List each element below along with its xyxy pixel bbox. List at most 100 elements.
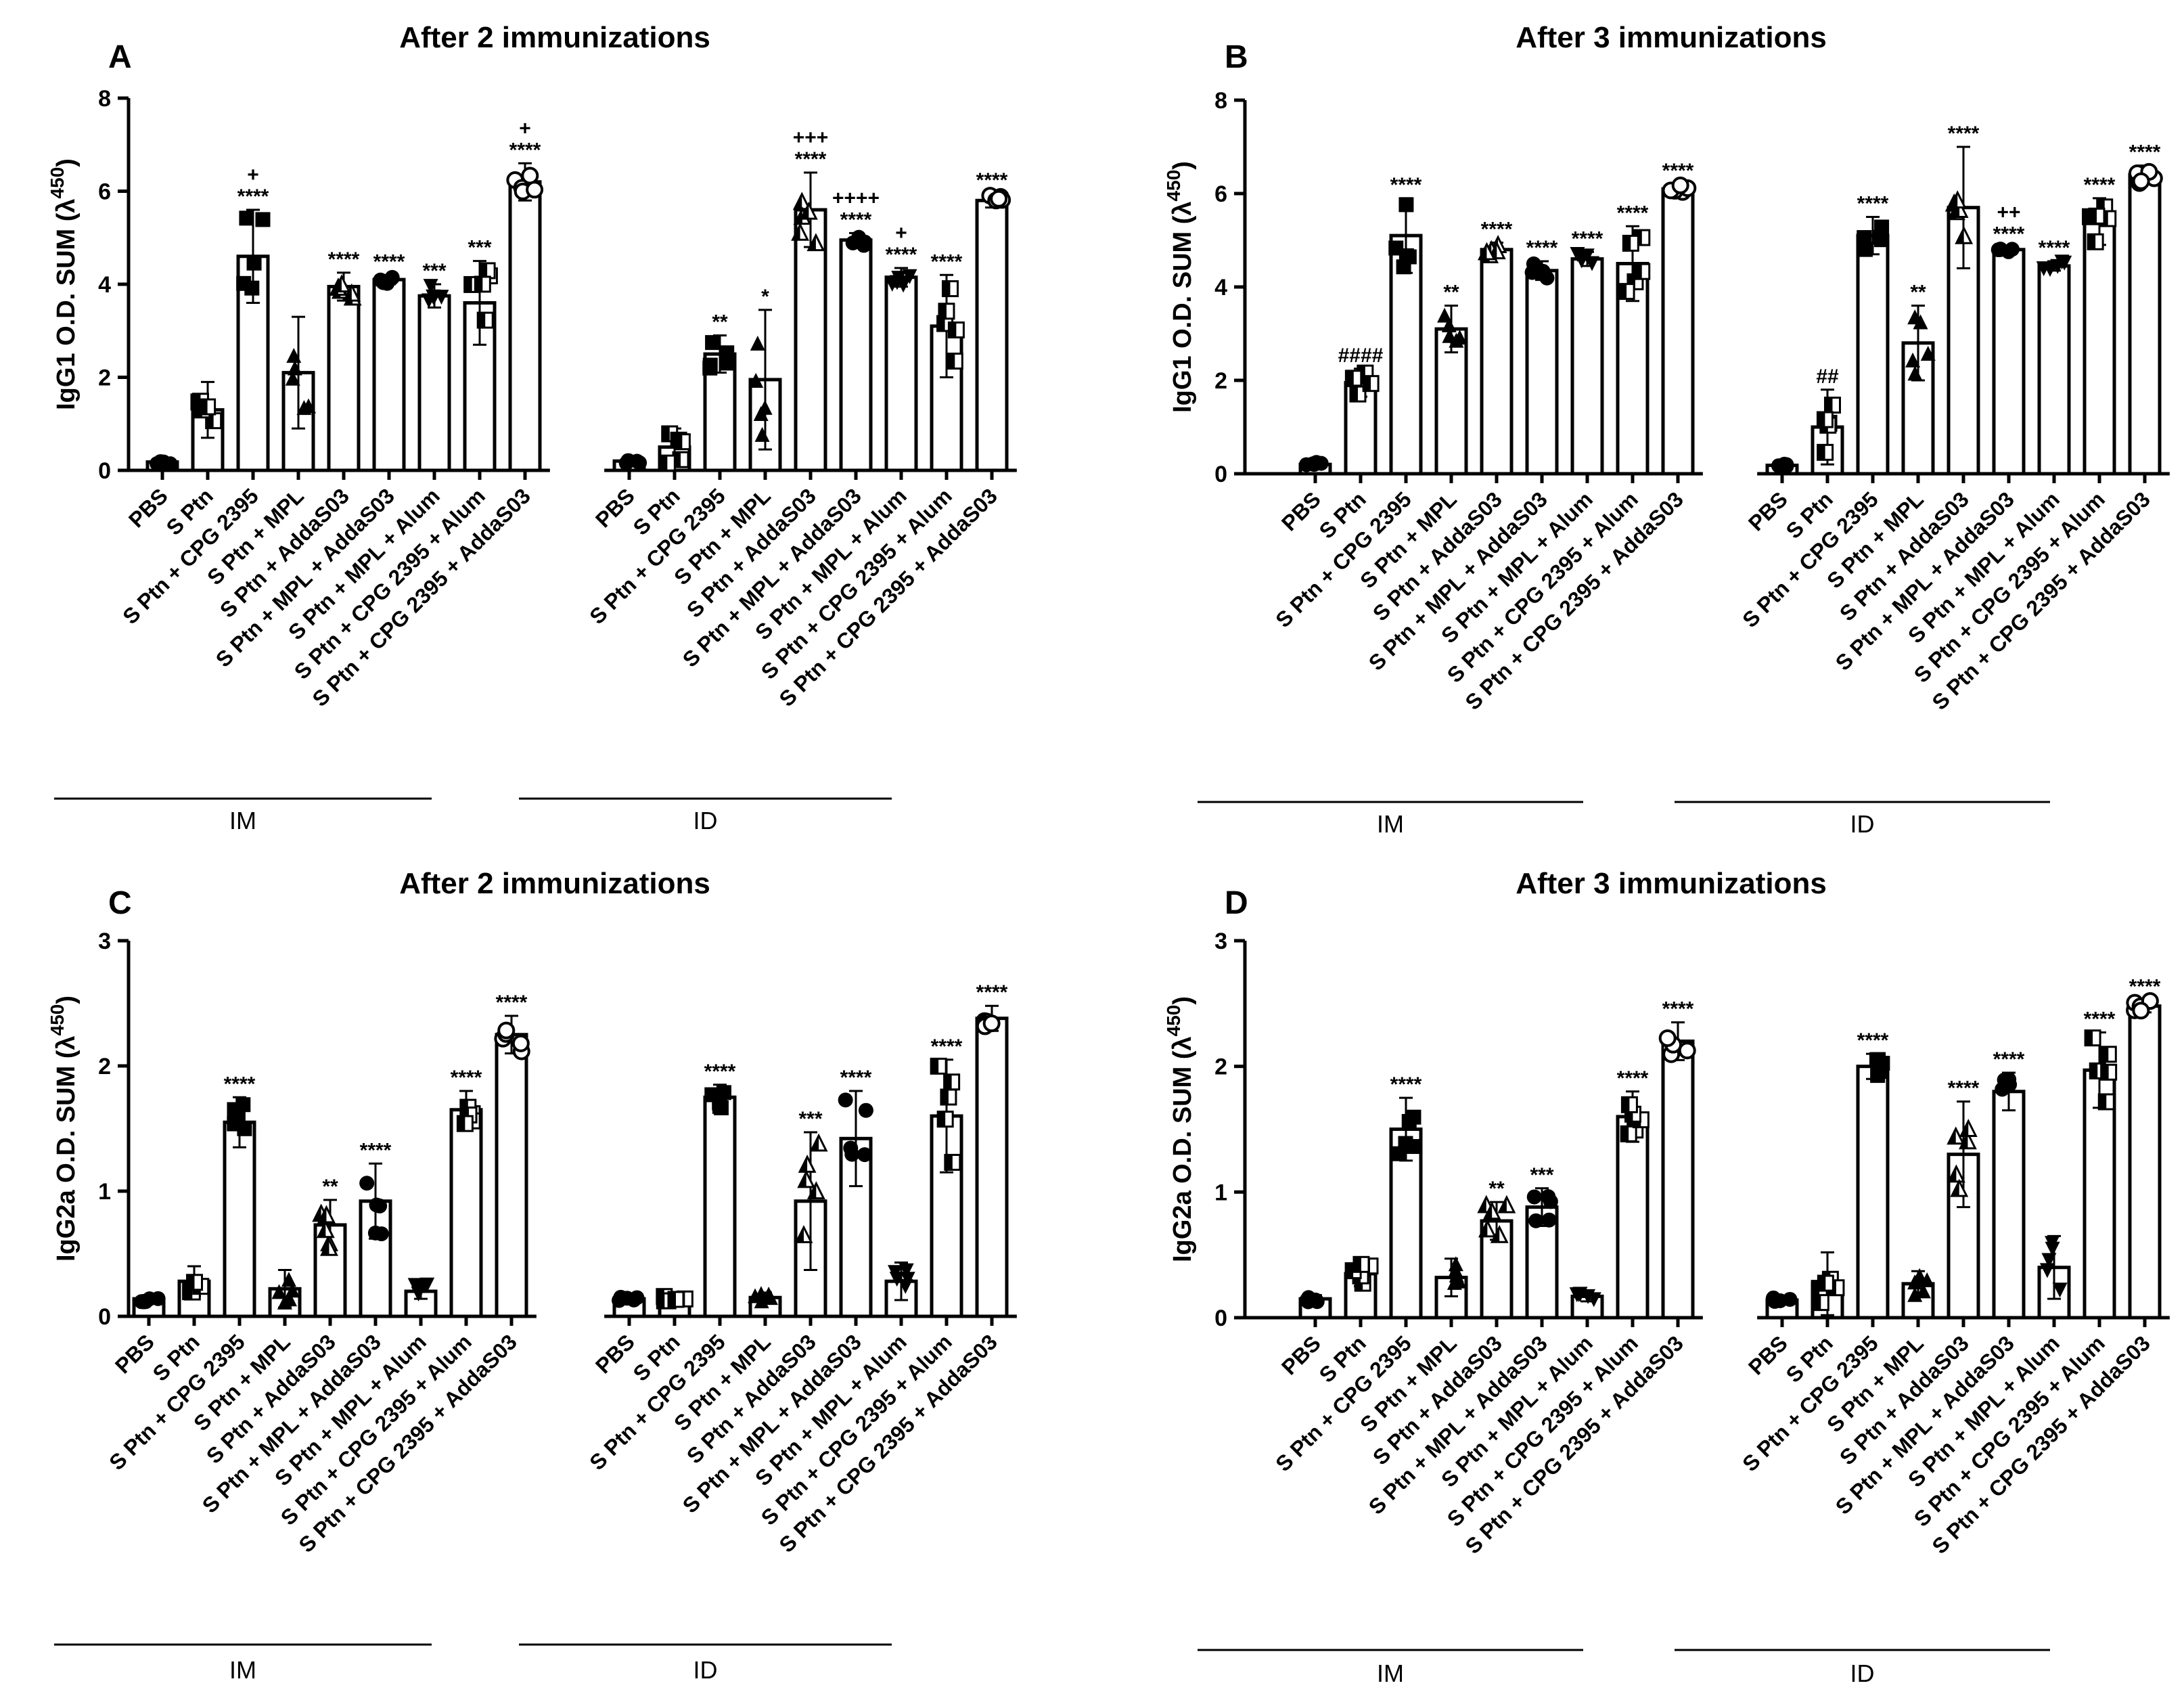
y-tick-label: 2 <box>98 365 111 391</box>
y-tick-label: 4 <box>98 272 111 298</box>
data-point <box>891 271 907 286</box>
y-axis-label: IgG1 O.D. SUM (λ450) <box>1163 161 1197 413</box>
significance-label: **** <box>1857 1029 1889 1052</box>
significance-label: ## <box>1816 365 1839 388</box>
data-point <box>1442 328 1457 343</box>
data-point <box>511 1034 530 1052</box>
y-axis-label: IgG1 O.D. SUM (λ450) <box>47 158 81 410</box>
data-point <box>1306 457 1322 472</box>
data-point <box>943 1073 961 1091</box>
significance-label: **** <box>886 244 917 266</box>
significance-label: ** <box>1443 282 1459 304</box>
significance-label: **** <box>1993 1048 2025 1071</box>
data-point <box>1620 1125 1637 1142</box>
data-point <box>1362 375 1380 393</box>
data-point <box>838 1092 853 1108</box>
data-point <box>1618 283 1635 300</box>
significance-label: *** <box>798 1108 822 1130</box>
data-point <box>1352 1255 1370 1273</box>
data-point <box>946 353 963 370</box>
y-tick-label: 0 <box>98 1304 111 1330</box>
data-point <box>1671 176 1689 194</box>
bar <box>2083 1068 2116 1320</box>
bar <box>1389 233 1423 476</box>
bar <box>449 1108 483 1318</box>
data-point <box>1913 314 1928 330</box>
chart-title: After 2 immunizations <box>399 21 710 54</box>
data-point <box>1915 1283 1931 1299</box>
data-point <box>1857 230 1872 246</box>
data-point <box>947 321 965 339</box>
significance-label: **** <box>840 1067 872 1089</box>
data-point <box>629 1290 645 1306</box>
y-axis-label: IgG2a O.D. SUM (λ450) <box>1163 996 1197 1262</box>
significance-label: **** <box>1390 174 1422 196</box>
bar <box>1525 269 1559 476</box>
data-point <box>1388 240 1404 256</box>
data-point <box>748 373 764 388</box>
data-point <box>1875 1056 1890 1071</box>
significance-label: **** <box>496 991 528 1014</box>
y-tick-label: 3 <box>98 929 111 954</box>
y-tick-label: 2 <box>1214 1054 1227 1080</box>
y-tick-label: 0 <box>1214 1306 1227 1331</box>
data-point <box>857 1147 873 1163</box>
bar <box>1992 248 2026 476</box>
significance-label: #### <box>1338 344 1384 367</box>
significance-label: **** <box>237 185 269 208</box>
y-tick-label: 0 <box>1214 462 1227 487</box>
data-point <box>1817 1274 1834 1292</box>
data-point <box>1912 1268 1928 1283</box>
data-point <box>384 270 400 286</box>
group-label: ID <box>1850 810 1875 838</box>
data-point <box>199 398 217 416</box>
data-point <box>1441 317 1457 332</box>
significance-label: **** <box>976 169 1008 192</box>
data-point <box>474 275 491 293</box>
chart-panel-a: A After 2 immunizations 0 2 4 6 8 IgG1 O.D. SUM… <box>47 21 1017 834</box>
data-point <box>286 348 302 363</box>
bar <box>495 1033 528 1318</box>
significance-label: **** <box>840 208 872 231</box>
data-point <box>2036 261 2051 277</box>
data-point <box>673 433 691 451</box>
data-point <box>456 1115 474 1132</box>
group-label: IM <box>229 1656 256 1684</box>
data-point <box>1541 1212 1557 1228</box>
chart-title: After 3 immunizations <box>1516 21 1827 54</box>
data-point <box>658 454 676 472</box>
significance-label: **** <box>1948 122 1980 145</box>
data-point <box>1919 1272 1935 1287</box>
bar <box>1570 257 1604 476</box>
bar <box>1856 1065 1890 1320</box>
group-label: ID <box>693 1656 718 1684</box>
chart-panel-b: B After 3 immunizations 0 2 4 6 8 IgG1 O.D. SUM… <box>1163 21 2170 838</box>
significance-label: **** <box>2084 174 2116 196</box>
data-point <box>898 1263 914 1278</box>
data-point <box>1771 458 1786 474</box>
data-point <box>2002 1077 2018 1092</box>
data-point <box>320 1237 338 1256</box>
data-point <box>497 1021 516 1040</box>
data-point <box>2052 1282 2068 1298</box>
bar <box>1856 233 1890 476</box>
y-tick-label: 0 <box>98 458 111 484</box>
data-point <box>1528 1213 1544 1228</box>
bar <box>508 180 542 472</box>
data-point <box>1404 1139 1419 1155</box>
significance-label: **** <box>795 148 827 171</box>
data-point <box>1920 346 1936 361</box>
data-point <box>1633 263 1651 280</box>
significance-plus-label: + <box>519 117 531 139</box>
data-point <box>1406 1109 1421 1125</box>
data-point <box>1823 397 1841 414</box>
bar <box>2128 173 2162 476</box>
data-point <box>1817 443 1834 461</box>
significance-label: **** <box>373 250 405 273</box>
data-point <box>702 360 718 376</box>
data-point <box>753 405 769 421</box>
bar <box>839 238 873 472</box>
data-point <box>1398 197 1414 213</box>
bar <box>372 277 406 472</box>
data-point <box>1569 1287 1585 1303</box>
